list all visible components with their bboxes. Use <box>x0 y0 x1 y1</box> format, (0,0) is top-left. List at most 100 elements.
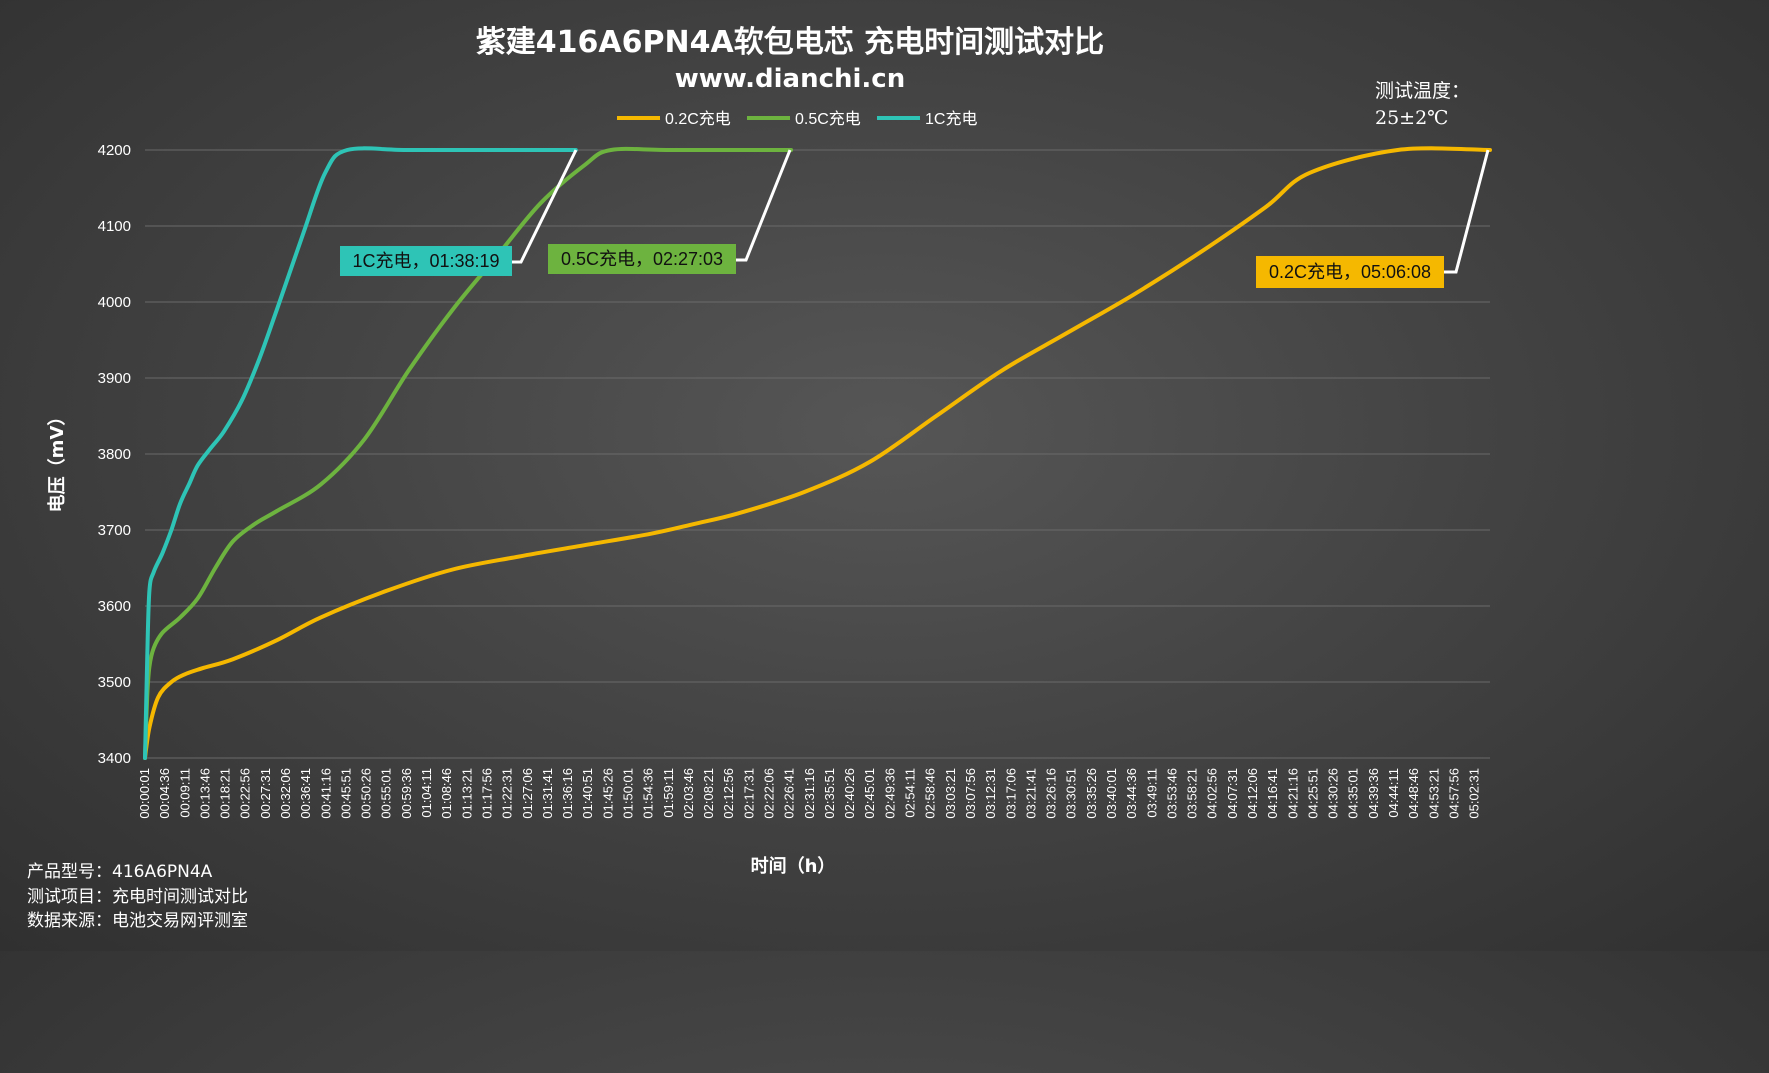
annotation-label: 0.5C充电，02:27:03 <box>561 249 723 269</box>
x-tick-label: 02:49:36 <box>882 768 897 819</box>
annotation-leader <box>1444 149 1490 274</box>
x-tick-label: 00:32:06 <box>278 768 293 819</box>
x-tick-label: 05:02:31 <box>1467 768 1482 819</box>
x-tick-label: 00:13:46 <box>197 768 212 819</box>
x-tick-label: 01:22:31 <box>500 768 515 819</box>
series-line-0 <box>143 146 1492 760</box>
info-source: 数据来源：电池交易网评测室 <box>27 906 248 931</box>
x-tick-label: 01:08:46 <box>439 768 454 819</box>
x-tick-label: 04:48:46 <box>1406 768 1421 819</box>
x-tick-label: 02:31:16 <box>802 768 817 819</box>
annotation-leader <box>512 149 578 264</box>
legend-label: 0.2C充电 <box>665 110 731 128</box>
x-tick-label: 01:54:36 <box>641 768 656 819</box>
x-tick-label: 04:39:36 <box>1366 768 1381 819</box>
x-tick-label: 02:35:51 <box>822 768 837 819</box>
legend: 0.2C充电 0.5C充电 1C充电 <box>617 110 977 128</box>
test-temperature-value: 25±2℃ <box>1375 107 1449 129</box>
info-model-value: 416A6PN4A <box>112 862 213 882</box>
info-model-label: 产品型号： <box>27 862 112 882</box>
x-tick-label: 01:36:16 <box>560 768 575 819</box>
x-tick-label: 03:12:31 <box>983 768 998 819</box>
x-tick-label: 02:40:26 <box>842 768 857 819</box>
x-tick-label: 04:02:56 <box>1205 768 1220 819</box>
x-axis-label: 时间（h） <box>751 856 836 877</box>
x-tick-label: 04:35:01 <box>1346 768 1361 819</box>
y-tick-label: 3800 <box>98 446 131 463</box>
grid <box>145 149 1490 759</box>
x-tick-label: 02:17:31 <box>741 768 756 819</box>
info-model: 产品型号：416A6PN4A <box>27 857 212 882</box>
x-tick-label: 00:00:01 <box>137 768 152 819</box>
test-temperature-label: 测试温度： <box>1375 80 1471 102</box>
chart-subtitle: www.dianchi.cn <box>675 64 905 94</box>
x-tick-label: 00:18:21 <box>218 768 233 819</box>
annotation-label: 1C充电，01:38:19 <box>352 251 499 271</box>
info-source-value: 电池交易网评测室 <box>112 911 248 931</box>
x-tick-label: 03:07:56 <box>963 768 978 819</box>
annotation-box <box>1256 256 1444 288</box>
x-tick-label: 02:03:46 <box>681 768 696 819</box>
x-tick-label: 03:21:41 <box>1023 768 1038 819</box>
charge-time-chart: 紫建416A6PN4A软包电芯 充电时间测试对比 www.dianchi.cn … <box>98 25 1492 877</box>
x-tick-label: 00:45:51 <box>338 768 353 819</box>
x-tick-label: 04:16:41 <box>1265 768 1280 819</box>
x-tick-label: 04:57:56 <box>1446 768 1461 819</box>
x-tick-label: 00:36:41 <box>298 768 313 819</box>
x-tick-label: 01:13:21 <box>459 768 474 819</box>
annotation-box <box>548 244 736 274</box>
x-tick-label: 03:35:26 <box>1084 768 1099 819</box>
annotation-label: 0.2C充电，05:06:08 <box>1269 262 1431 282</box>
x-tick-label: 01:04:11 <box>419 768 434 818</box>
x-tick-label: 01:59:11 <box>661 768 676 818</box>
x-tick-label: 04:25:51 <box>1305 768 1320 819</box>
x-tick-label: 00:59:36 <box>399 768 414 819</box>
x-tick-label: 03:58:21 <box>1185 768 1200 819</box>
y-axis-ticks: 3400 3500 3600 3700 3800 3900 4000 4100 4200 <box>98 142 131 767</box>
annotations: 1C充电，01:38:19 0.5C充电，02:27:03 0.2C充电，05:06… <box>340 149 1490 288</box>
y-tick-label: 3600 <box>98 598 131 615</box>
annotation-leader <box>736 149 792 262</box>
y-tick-label: 3400 <box>98 750 131 767</box>
legend-label: 0.5C充电 <box>795 110 861 128</box>
x-tick-label: 01:27:06 <box>520 768 535 819</box>
x-tick-label: 03:40:01 <box>1104 768 1119 819</box>
x-tick-label: 00:50:26 <box>359 768 374 819</box>
chart-title: 紫建416A6PN4A软包电芯 充电时间测试对比 <box>476 25 1104 60</box>
info-item-value: 充电时间测试对比 <box>112 887 248 907</box>
x-tick-label: 04:07:31 <box>1225 768 1240 819</box>
y-tick-label: 4000 <box>98 294 131 311</box>
x-tick-label: 01:31:41 <box>540 768 555 819</box>
y-tick-label: 3900 <box>98 370 131 387</box>
legend-label: 1C充电 <box>925 110 977 128</box>
x-tick-label: 04:30:26 <box>1326 768 1341 819</box>
x-tick-label: 02:12:56 <box>721 768 736 819</box>
x-axis-ticks: 00:00:01 00:04:36 00:09:11 00:13:46 00:18:21… <box>137 768 1482 819</box>
series-line-1 <box>143 146 794 760</box>
x-tick-label: 00:41:16 <box>318 768 333 819</box>
x-tick-label: 03:53:46 <box>1164 768 1179 819</box>
x-tick-label: 03:30:51 <box>1064 768 1079 819</box>
x-tick-label: 01:17:56 <box>479 768 494 819</box>
x-tick-label: 02:58:46 <box>923 768 938 819</box>
info-source-label: 数据来源： <box>27 911 112 931</box>
x-tick-label: 03:03:21 <box>943 768 958 819</box>
x-tick-label: 02:45:01 <box>862 768 877 819</box>
x-tick-label: 00:09:11 <box>177 768 192 818</box>
x-tick-label: 02:54:11 <box>903 768 918 818</box>
y-tick-label: 3500 <box>98 674 131 691</box>
x-tick-label: 04:44:11 <box>1386 768 1401 818</box>
x-tick-label: 03:44:36 <box>1124 768 1139 819</box>
x-tick-label: 00:04:36 <box>157 768 172 819</box>
x-tick-label: 01:45:26 <box>600 768 615 819</box>
info-item-label: 测试项目： <box>27 887 112 907</box>
y-tick-label: 4100 <box>98 218 131 235</box>
x-tick-label: 04:53:21 <box>1426 768 1441 819</box>
x-tick-label: 04:12:06 <box>1245 768 1260 819</box>
x-tick-label: 03:49:11 <box>1144 768 1159 818</box>
x-tick-label: 03:26:16 <box>1044 768 1059 819</box>
x-tick-label: 01:40:51 <box>580 768 595 819</box>
x-tick-label: 02:22:06 <box>762 768 777 819</box>
series-lines <box>143 146 1492 760</box>
x-tick-label: 04:21:16 <box>1285 768 1300 819</box>
